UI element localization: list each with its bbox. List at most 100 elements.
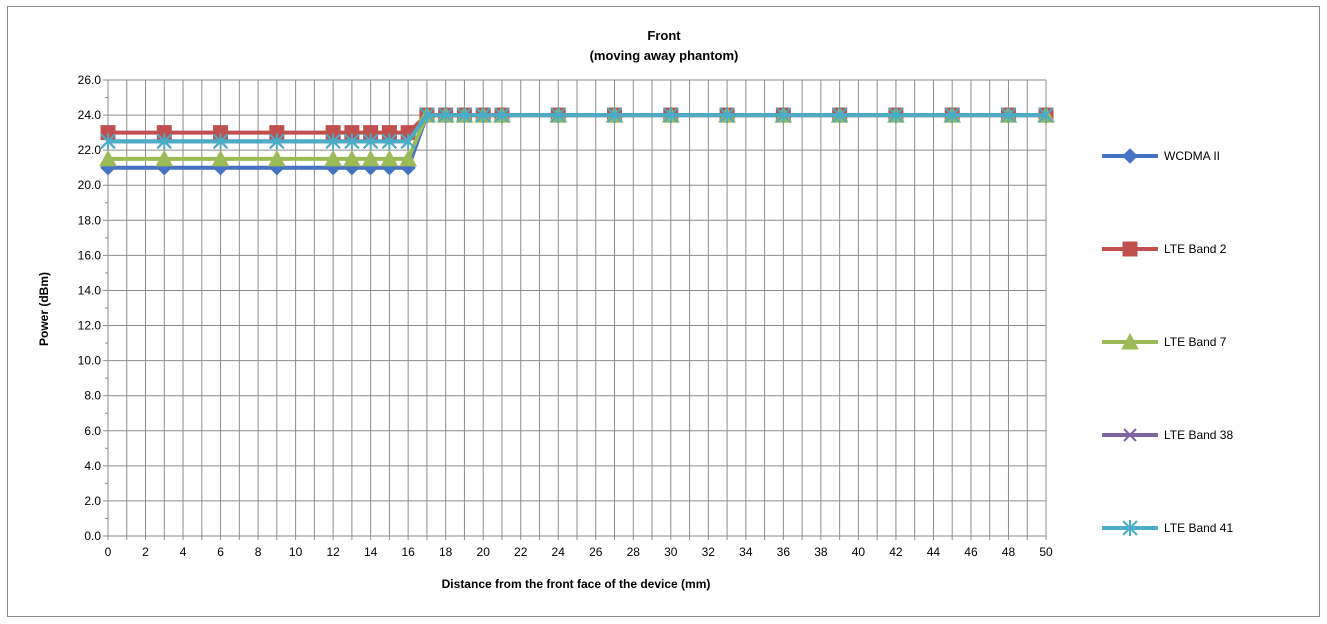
x-axis-label: Distance from the front face of the devi… xyxy=(442,577,711,591)
data-point-lte-band-41 xyxy=(212,133,229,150)
y-tick-label: 20.0 xyxy=(78,178,102,192)
data-point-lte-band-7 xyxy=(380,149,399,167)
data-point-lte-band-41 xyxy=(456,107,473,124)
x-tick-label: 50 xyxy=(1039,545,1053,559)
legend-label-lte-band-7: LTE Band 7 xyxy=(1164,335,1227,349)
y-tick-label: 10.0 xyxy=(78,354,102,368)
x-tick-label: 14 xyxy=(364,545,378,559)
axes: 0.0 2.0 4.0 6.0 8.0 10.0 12.0 14.0 16.0 18.0 20.0 2… xyxy=(78,73,1053,559)
x-tick-label: 12 xyxy=(326,545,340,559)
marker-stroke xyxy=(1123,428,1137,442)
data-point-lte-band-41 xyxy=(1038,107,1054,124)
y-tick-label: 16.0 xyxy=(78,248,102,262)
x-tick-label: 40 xyxy=(852,545,866,559)
x-tick-label: 10 xyxy=(289,545,303,559)
legend-label-lte-band-38: LTE Band 38 xyxy=(1164,428,1233,442)
legend: WCDMA II LTE Band 2 LTE Band 7 LTE Band 38 L… xyxy=(1102,148,1233,536)
data-point-lte-band-41 xyxy=(100,133,116,150)
legend-label-lte-band-2: LTE Band 2 xyxy=(1164,242,1227,256)
legend-item-lte-band-38: LTE Band 38 xyxy=(1102,428,1233,442)
data-point-lte-band-7 xyxy=(361,149,380,167)
data-point-lte-band-41 xyxy=(1000,107,1017,124)
y-tick-label: 22.0 xyxy=(78,143,102,157)
data-point-lte-band-41 xyxy=(344,133,360,150)
x-tick-label: 38 xyxy=(814,545,828,559)
data-point-lte-band-41 xyxy=(475,107,491,124)
data-point-lte-band-41 xyxy=(325,133,341,150)
data-point-lte-band-41 xyxy=(831,107,848,124)
data-point-lte-band-7 xyxy=(324,149,342,167)
y-tick-label: 14.0 xyxy=(78,283,102,297)
data-point-lte-band-7 xyxy=(211,149,230,167)
grid xyxy=(107,79,1047,537)
y-tick-label: 18.0 xyxy=(78,213,102,227)
x-tick-label: 8 xyxy=(255,545,262,559)
x-tick-label: 22 xyxy=(514,545,528,559)
data-point-lte-band-41 xyxy=(156,133,172,150)
y-tick-label: 26.0 xyxy=(78,73,102,87)
data-point-lte-band-41 xyxy=(606,107,623,124)
y-tick-label: 0.0 xyxy=(84,529,101,543)
x-tick-label: 26 xyxy=(589,545,603,559)
legend-marker-lte-band-41 xyxy=(1122,520,1138,536)
legend-item-wcdma-ii: WCDMA II xyxy=(1102,148,1220,164)
x-tick-label: 0 xyxy=(105,545,112,559)
x-tick-label: 20 xyxy=(477,545,491,559)
legend-label-lte-band-41: LTE Band 41 xyxy=(1164,521,1233,535)
legend-marker-lte-band-2 xyxy=(1122,241,1138,257)
series-lte-band-41 xyxy=(100,107,1054,150)
x-tick-label: 16 xyxy=(401,545,415,559)
data-point-lte-band-41 xyxy=(494,107,510,124)
data-point-lte-band-7 xyxy=(343,149,361,167)
data-point-lte-band-41 xyxy=(362,133,379,150)
x-tick-label: 4 xyxy=(180,545,187,559)
data-point-lte-band-41 xyxy=(944,107,960,124)
x-tick-label: 30 xyxy=(664,545,678,559)
legend-item-lte-band-41: LTE Band 41 xyxy=(1102,520,1233,536)
data-point-lte-band-7 xyxy=(399,149,417,167)
legend-label-wcdma-ii: WCDMA II xyxy=(1164,149,1220,163)
data-point-lte-band-41 xyxy=(550,107,566,124)
legend-item-lte-band-2: LTE Band 2 xyxy=(1102,241,1227,257)
x-tick-label: 48 xyxy=(1002,545,1016,559)
legend-marker-wcdma-ii xyxy=(1122,148,1138,164)
x-tick-label: 32 xyxy=(702,545,716,559)
data-point-lte-band-7 xyxy=(268,149,286,167)
x-tick-label: 2 xyxy=(142,545,149,559)
x-tick-label: 24 xyxy=(552,545,566,559)
legend-marker-lte-band-7 xyxy=(1121,332,1139,350)
y-tick-label: 24.0 xyxy=(78,108,102,122)
x-tick-label: 42 xyxy=(889,545,903,559)
x-tick-label: 18 xyxy=(439,545,453,559)
x-tick-label: 44 xyxy=(927,545,941,559)
data-point-lte-band-7 xyxy=(155,149,174,167)
data-point-lte-band-41 xyxy=(719,107,735,124)
data-point-lte-band-41 xyxy=(663,107,679,124)
series-line-lte-band-41 xyxy=(108,113,1046,144)
data-point-lte-band-41 xyxy=(437,107,454,124)
y-tick-label: 6.0 xyxy=(84,424,101,438)
data-point-lte-band-41 xyxy=(888,107,904,124)
legend-marker-lte-band-38 xyxy=(1123,428,1137,442)
data-point-lte-band-41 xyxy=(381,133,398,150)
y-tick-label: 12.0 xyxy=(78,319,102,333)
y-tick-label: 8.0 xyxy=(84,389,101,403)
x-tick-label: 34 xyxy=(739,545,753,559)
data-point-lte-band-41 xyxy=(269,133,285,150)
y-tick-label: 4.0 xyxy=(84,459,101,473)
chart-title-line-1: Front xyxy=(647,28,681,43)
series-group xyxy=(99,106,1055,176)
y-axis-label: Power (dBm) xyxy=(37,272,51,346)
chart-title-line-2: (moving away phantom) xyxy=(590,48,739,63)
data-point-lte-band-41 xyxy=(419,107,435,124)
data-point-lte-band-41 xyxy=(400,133,416,150)
x-tick-label: 6 xyxy=(217,545,224,559)
legend-item-lte-band-7: LTE Band 7 xyxy=(1102,332,1227,350)
data-point-lte-band-41 xyxy=(775,107,792,124)
data-point-lte-band-7 xyxy=(99,149,117,167)
x-tick-label: 28 xyxy=(627,545,641,559)
y-tick-label: 2.0 xyxy=(84,494,101,508)
x-tick-label: 36 xyxy=(777,545,791,559)
x-tick-label: 46 xyxy=(964,545,978,559)
